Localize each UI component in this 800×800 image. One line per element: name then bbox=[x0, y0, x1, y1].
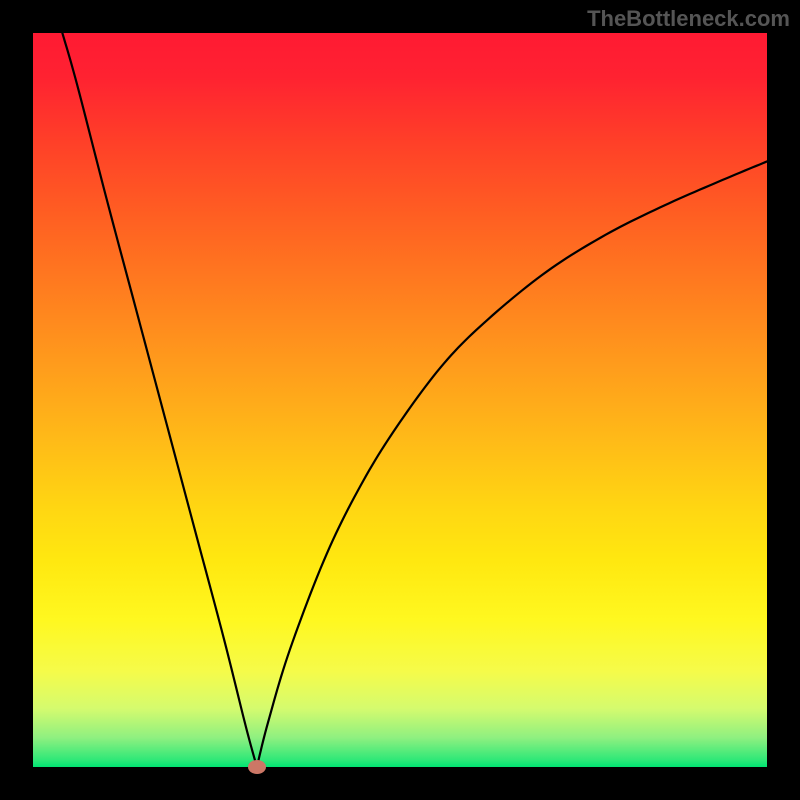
bottleneck-curve bbox=[33, 33, 767, 767]
optimal-point-marker bbox=[248, 760, 266, 774]
chart-plot-area bbox=[33, 33, 767, 767]
watermark-text: TheBottleneck.com bbox=[587, 6, 790, 32]
